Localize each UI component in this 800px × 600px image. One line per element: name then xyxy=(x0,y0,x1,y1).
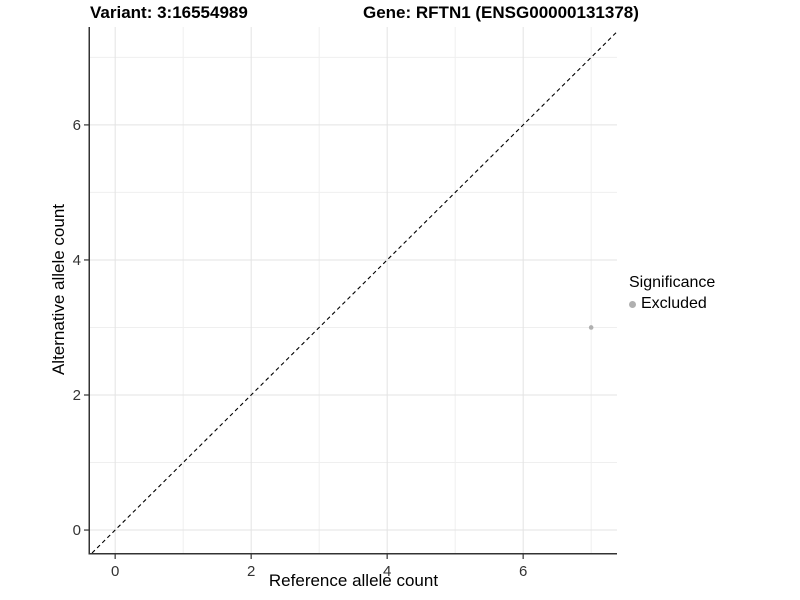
x-tick-label: 2 xyxy=(247,563,255,580)
y-axis-title-text: Alternative allele count xyxy=(49,204,68,376)
y-axis-title: Alternative allele count xyxy=(48,27,70,553)
legend: Significance Excluded xyxy=(629,273,715,314)
x-tick-label: 0 xyxy=(111,563,119,580)
data-point xyxy=(588,325,594,330)
plot-title-gene: Gene: RFTN1 (ENSG00000131378) xyxy=(363,3,639,22)
legend-point-icon xyxy=(629,300,636,308)
identity-dashed-line xyxy=(91,31,618,554)
x-axis-title: Reference allele count xyxy=(268,571,439,590)
y-tick-label: 6 xyxy=(73,117,81,134)
plot-panel: 0 2 4 6 0 2 4 6 xyxy=(73,27,618,580)
x-tick-label: 6 xyxy=(519,563,527,580)
y-tick-label: 2 xyxy=(73,387,81,404)
x-tick-label: 4 xyxy=(383,563,391,580)
legend-title: Significance xyxy=(629,274,716,291)
y-tick-label: 0 xyxy=(73,522,81,539)
legend-item-excluded: Excluded xyxy=(629,294,715,314)
plot-title-variant: Variant: 3:16554989 xyxy=(90,3,248,22)
y-tick-label: 4 xyxy=(73,252,81,269)
legend-item-label: Excluded xyxy=(641,295,707,312)
